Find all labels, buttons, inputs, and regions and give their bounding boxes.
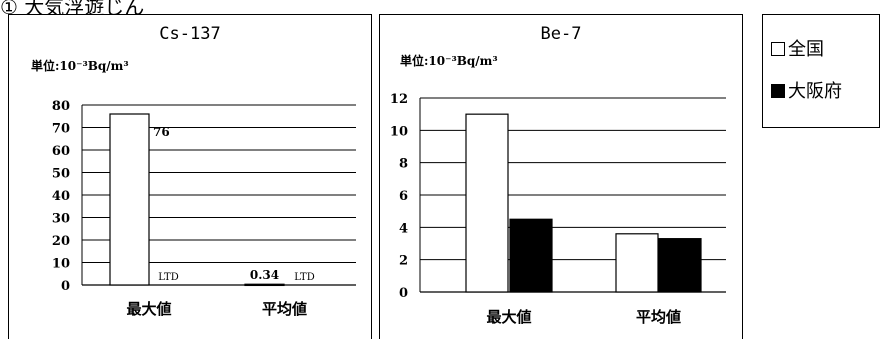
chart-title-cs137: Cs-137: [159, 24, 220, 44]
bar-be7-0-1: [615, 233, 659, 293]
bar-be7-1-1: [658, 238, 702, 293]
y-tick-label-cs137-7: 70: [52, 122, 70, 137]
data-label-cs137-3: LTD: [294, 272, 315, 283]
y-tick-label-cs137-4: 40: [52, 189, 70, 204]
chart-title-be7: Be-7: [541, 24, 582, 44]
y-tick-label-be7-6: 12: [390, 92, 408, 107]
bar-be7-0-0: [465, 113, 509, 293]
legend-label-national: 全国: [788, 39, 824, 60]
y-tick-label-be7-5: 10: [390, 124, 408, 139]
chart-be7: Be-7 単位:10⁻³Bq/m³ 0 2 4 6 8 10 12 最大値 平均値: [390, 24, 726, 326]
y-tick-label-be7-4: 8: [399, 157, 408, 172]
y-tick-label-cs137-6: 60: [52, 144, 70, 159]
y-tick-label-be7-3: 6: [399, 189, 408, 204]
unit-label-cs137: 単位:10⁻³Bq/m³: [31, 58, 129, 73]
data-label-cs137-2: LTD: [158, 272, 179, 283]
y-tick-label-be7-2: 4: [399, 221, 408, 236]
x-category-label-be7-1: 平均値: [636, 308, 681, 326]
chart-cs137: Cs-137 単位:10⁻³Bq/m³ 0 10 20 30 40 50 60 70 80 最大値 平均…: [31, 24, 356, 318]
x-category-label-be7-0: 最大値: [486, 308, 531, 326]
bar-cs137-0-1: [244, 283, 285, 287]
y-tick-label-cs137-5: 50: [52, 167, 70, 182]
bar-cs137-0-0: [109, 113, 150, 286]
y-tick-label-cs137-0: 0: [61, 279, 70, 294]
x-category-label-cs137-0: 最大値: [126, 300, 171, 318]
y-tick-label-cs137-8: 80: [52, 99, 70, 114]
legend-item-national: 全国: [771, 35, 824, 61]
y-tick-label-cs137-2: 20: [52, 234, 70, 249]
y-tick-label-be7-1: 2: [399, 254, 408, 269]
data-label-cs137-1: 0.34: [250, 268, 279, 282]
legend-swatch-national: [771, 42, 785, 56]
chart-panel-cs137: Cs-137 単位:10⁻³Bq/m³ 0 10 20 30 40 50 60 70 80 最大値 平均…: [8, 14, 372, 339]
legend-swatch-osaka: [771, 84, 785, 98]
unit-label-be7: 単位:10⁻³Bq/m³: [400, 53, 498, 68]
legend-label-osaka: 大阪府: [788, 81, 842, 102]
chart-panel-be7: Be-7 単位:10⁻³Bq/m³ 0 2 4 6 8 10 12 最大値 平均値: [379, 14, 743, 339]
y-tick-label-cs137-1: 10: [52, 257, 70, 272]
data-label-cs137-0: 76: [153, 125, 170, 139]
legend-item-osaka: 大阪府: [771, 77, 842, 103]
chart-legend: 全国 大阪府: [762, 14, 880, 128]
x-category-label-cs137-1: 平均値: [262, 300, 307, 318]
y-tick-label-cs137-3: 30: [52, 212, 70, 227]
bar-be7-1-0: [509, 218, 553, 293]
y-tick-label-be7-0: 0: [399, 286, 408, 301]
